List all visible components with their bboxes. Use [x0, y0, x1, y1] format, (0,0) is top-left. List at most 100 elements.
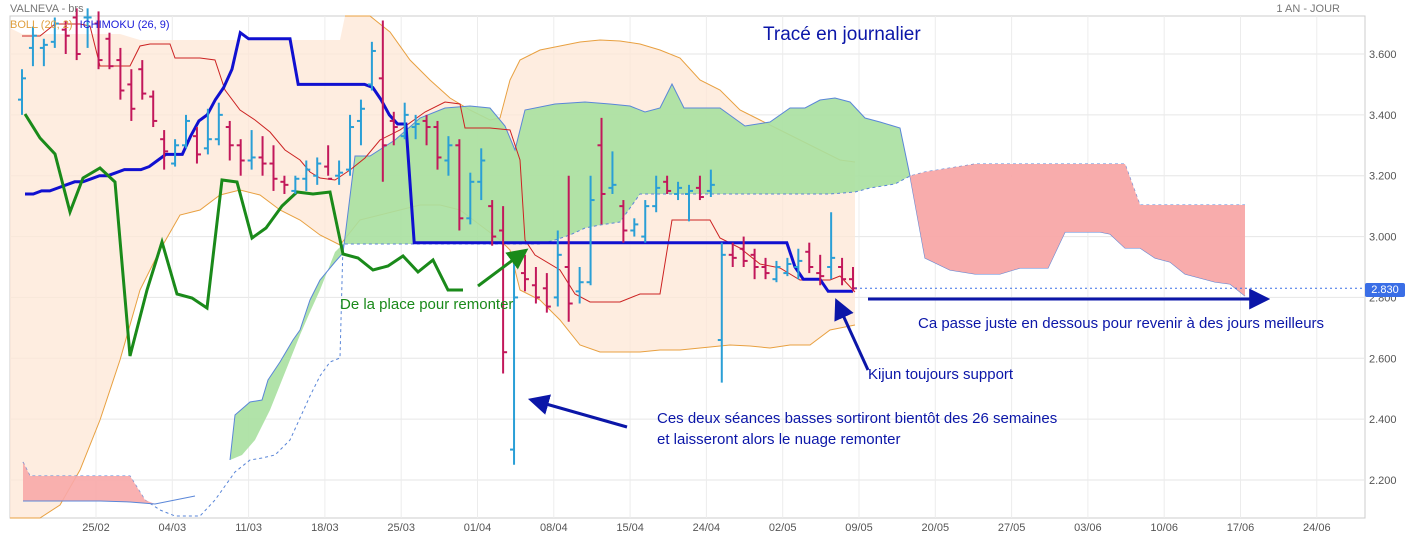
ohlc-bar [127, 69, 136, 121]
ohlc-bar [728, 242, 737, 267]
ohlc-bar [39, 38, 48, 67]
y-tick-label: 3.200 [1369, 171, 1397, 183]
y-tick-label: 2.400 [1369, 414, 1397, 426]
chart-title: Tracé en journalier [763, 24, 921, 45]
ohlc-bar [706, 169, 715, 198]
ohlc-bar [94, 11, 103, 70]
kijun-line [25, 30, 853, 293]
ohlc-bar [553, 230, 562, 307]
legend-boll[interactable]: BOLL (20, 2) [10, 19, 73, 31]
x-tick-label: 15/04 [616, 522, 644, 534]
instrument-label: VALNEVA - brs [10, 3, 84, 15]
ohlc-bar [280, 175, 289, 194]
x-tick-label: 25/03 [387, 522, 415, 534]
x-tick-label: 08/04 [540, 522, 568, 534]
price-bars [18, 8, 1365, 465]
ohlc-bar [542, 273, 551, 313]
ohlc-bar [761, 257, 770, 280]
ohlc-bar [61, 20, 70, 54]
arrow-kijun [834, 298, 870, 371]
ohlc-bar [160, 130, 169, 170]
ohlc-bar [564, 175, 573, 322]
ohlc-bar [378, 20, 387, 182]
ohlc-bar [313, 157, 322, 185]
x-tick-label: 09/05 [845, 522, 873, 534]
ohlc-bar [717, 242, 726, 383]
ohlc-bar [444, 136, 453, 176]
senkou-a-left [23, 495, 196, 505]
ohlc-bar [258, 136, 267, 176]
ohlc-bar [291, 175, 300, 194]
cloud-bearish-left [23, 462, 155, 504]
ohlc-bar [356, 99, 365, 146]
legend-ichimoku[interactable]: ICHIMOKU (26, 9) [79, 19, 170, 31]
x-tick-label: 24/06 [1303, 522, 1331, 534]
ohlc-bar [684, 184, 693, 222]
chikou-line [23, 113, 463, 357]
ohlc-bar [433, 120, 442, 170]
ohlc-bar [488, 200, 497, 246]
annotation-sessions-2: et laisseront alors le nuage remonter [657, 431, 901, 448]
ohlc-bar [302, 160, 311, 191]
x-tick-label: 20/05 [922, 522, 950, 534]
x-tick-label: 17/06 [1227, 522, 1255, 534]
ohlc-bar [816, 254, 825, 286]
x-tick-label: 04/03 [159, 522, 187, 534]
ohlc-bar [72, 8, 81, 61]
y-tick-label: 3.000 [1369, 232, 1397, 244]
ohlc-bar [171, 139, 180, 167]
ohlc-bar [750, 248, 759, 280]
ohlc-bar [346, 114, 355, 176]
arrow-room [477, 248, 529, 288]
ohlc-bar [455, 139, 464, 231]
y-tick-label: 2.200 [1369, 475, 1397, 487]
ohlc-bar [335, 160, 344, 185]
cloud-bullish [230, 84, 910, 460]
ohlc-bar [608, 151, 617, 194]
x-tick-label: 24/04 [693, 522, 721, 534]
ohlc-bar [597, 117, 606, 225]
ohlc-bar [510, 251, 519, 465]
ohlc-bar [214, 102, 223, 146]
ohlc-bar [236, 139, 245, 176]
ohlc-bar [739, 236, 748, 267]
ohlc-bar [575, 267, 584, 304]
x-tick-label: 27/05 [998, 522, 1026, 534]
ohlc-bar [116, 47, 125, 100]
ohlc-bar [105, 32, 114, 70]
arrow-sessions [527, 394, 628, 429]
ohlc-bar [663, 175, 672, 194]
x-tick-label: 18/03 [311, 522, 339, 534]
x-tick-label: 01/04 [464, 522, 492, 534]
period-label: 1 AN - JOUR [1276, 3, 1340, 15]
x-tick-label: 02/05 [769, 522, 797, 534]
y-tick-label: 2.600 [1369, 353, 1397, 365]
ohlc-bar [531, 267, 540, 304]
ohlc-bar [192, 127, 201, 164]
annotation-below: Ca passe juste en dessous pour revenir à… [918, 315, 1325, 332]
ohlc-bar [794, 248, 803, 280]
y-tick-label: 3.400 [1369, 110, 1397, 122]
ohlc-bar [652, 175, 661, 213]
ohlc-bar [203, 108, 212, 155]
last-price-tag: 2.830 [1365, 283, 1405, 297]
ohlc-bar [28, 26, 37, 67]
ohlc-bar [641, 200, 650, 243]
annotation-sessions-1: Ces deux séances basses sortiront bientô… [657, 410, 1058, 427]
x-tick-label: 03/06 [1074, 522, 1102, 534]
ohlc-bar [182, 114, 191, 149]
ohlc-bar [619, 200, 628, 243]
ohlc-bar [674, 181, 683, 201]
ohlc-bar [83, 8, 92, 48]
ohlc-bar [499, 206, 508, 374]
indicator-legend: BOLL (20, 2) ICHIMOKU (26, 9) [10, 19, 170, 31]
ohlc-bar [247, 130, 256, 170]
ohlc-bar [389, 111, 398, 146]
ohlc-bar [805, 242, 814, 274]
ohlc-bar [225, 120, 234, 161]
ohlc-bar [138, 60, 147, 100]
ohlc-bar [586, 175, 595, 286]
ohlc-bar [422, 114, 431, 146]
x-axis-labels: 25/02 04/03 11/03 18/03 25/03 01/04 08/04 15/04… [82, 522, 1330, 534]
